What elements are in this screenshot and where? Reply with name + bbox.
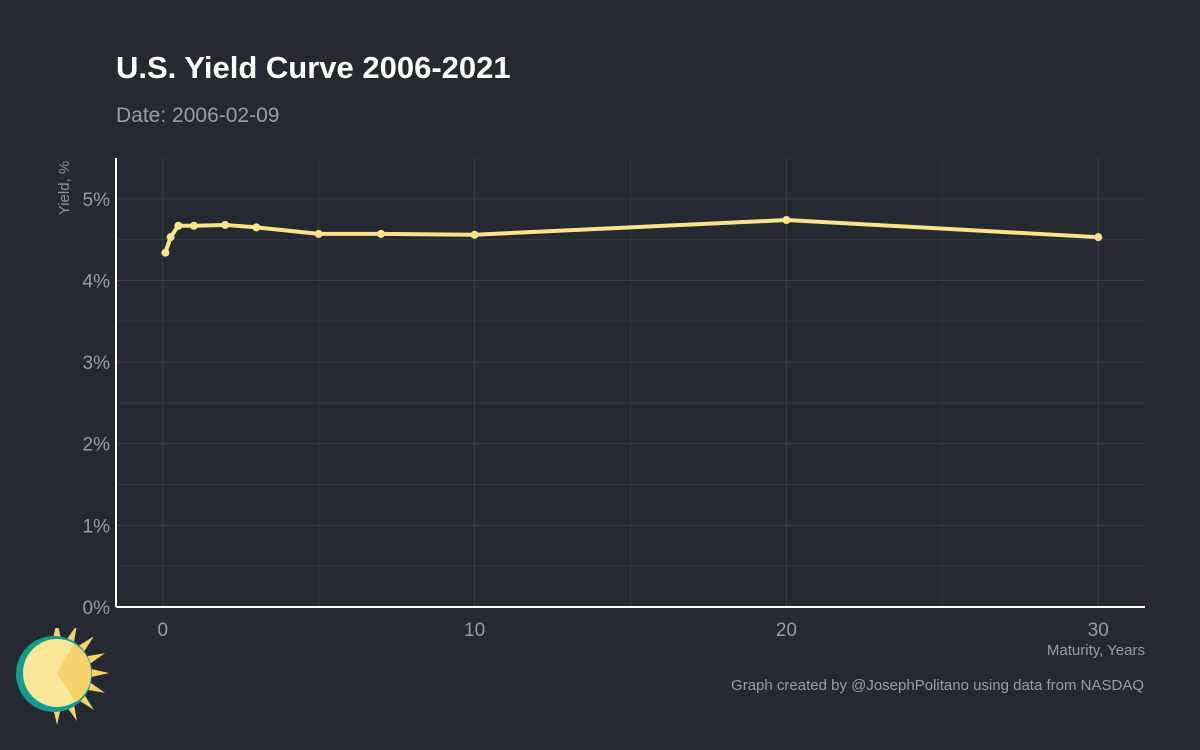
x-tick-label: 10	[464, 620, 485, 641]
x-axis-title: Maturity, Years	[1047, 642, 1145, 659]
chart-subtitle: Date: 2006-02-09	[116, 104, 279, 128]
y-axis-title: Yield, %	[56, 161, 73, 215]
yield-curve-line	[163, 218, 1101, 255]
y-tick-label: 1%	[83, 516, 111, 537]
data-point	[189, 221, 198, 230]
y-tick-label: 5%	[83, 190, 111, 211]
y-tick-label: 2%	[83, 435, 111, 456]
date-value: 2006-02-09	[172, 104, 280, 127]
data-point	[166, 233, 175, 242]
y-tick-label: 3%	[83, 353, 111, 374]
chart-title: U.S. Yield Curve 2006-2021	[116, 50, 511, 85]
data-point	[174, 221, 183, 230]
data-point	[221, 220, 230, 229]
sun-logo-icon	[16, 628, 109, 725]
data-point	[377, 229, 386, 238]
y-tick-label: 0%	[83, 598, 111, 619]
data-point	[782, 216, 791, 225]
x-tick-label: 20	[776, 620, 797, 641]
date-prefix: Date:	[116, 104, 173, 127]
data-point	[470, 230, 479, 239]
data-point	[161, 248, 170, 257]
x-tick-label: 0	[157, 620, 168, 641]
sun-shade	[57, 644, 92, 702]
source-caption: Graph created by @JosephPolitano using d…	[731, 677, 1144, 694]
x-tick-label: 30	[1088, 620, 1109, 641]
data-point	[1094, 233, 1103, 242]
data-point	[314, 229, 323, 238]
y-tick-label: 4%	[83, 271, 111, 292]
sun-ray	[86, 667, 109, 679]
data-point	[252, 223, 261, 232]
